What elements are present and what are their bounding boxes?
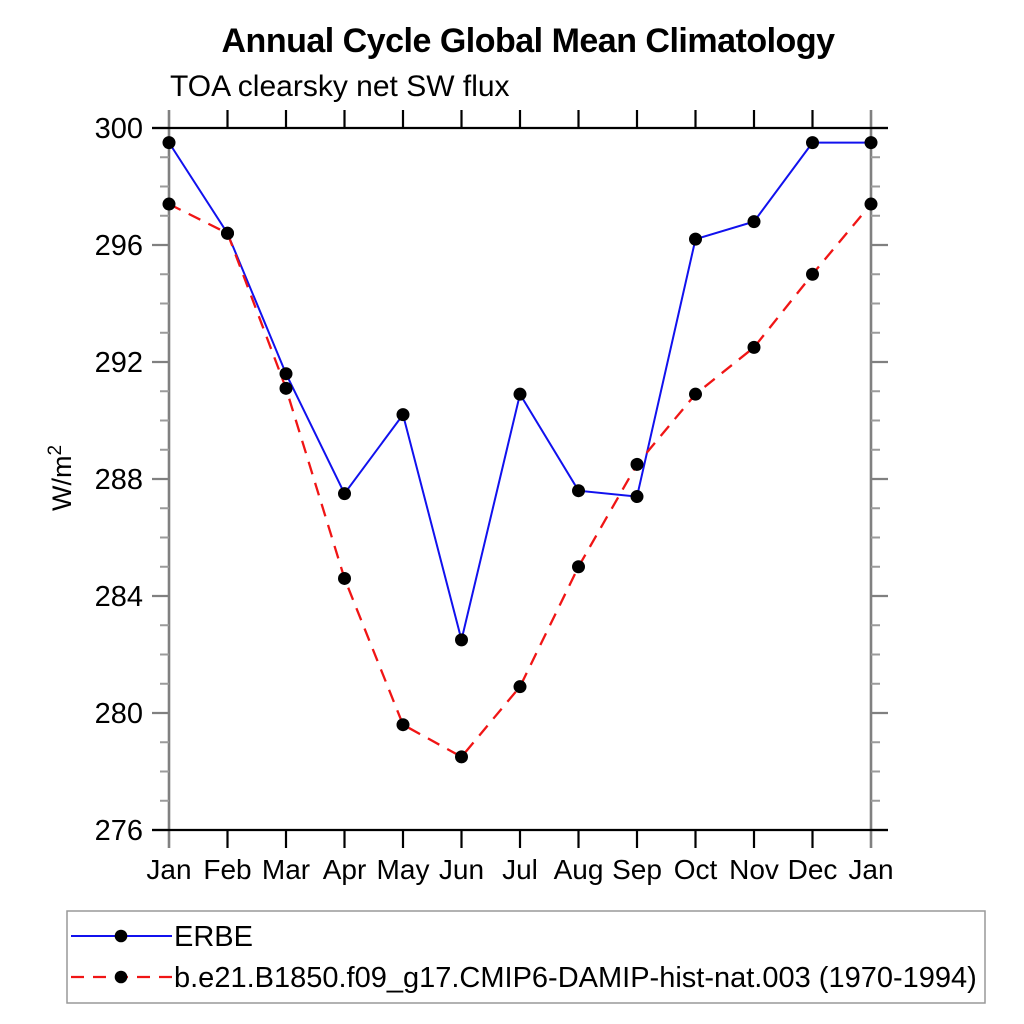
model-line	[168, 203, 872, 759]
erbe-data-point	[747, 215, 761, 229]
y-tick-label: 292	[95, 347, 143, 379]
erbe-data-point	[396, 408, 410, 422]
model-data-point	[221, 226, 234, 240]
x-tick-label: Mar	[262, 854, 310, 885]
model-data-point	[396, 718, 410, 732]
erbe-data-point	[279, 367, 293, 381]
y-tick-label: 288	[95, 464, 143, 496]
x-tick-label: Jul	[502, 854, 538, 885]
model-data-point	[279, 381, 293, 395]
model-data-point	[572, 560, 585, 574]
plot-area: 276 280 284 288 292 296 300 Jan Feb Mar Apr May Jun J…	[45, 110, 894, 885]
y-tick-label: 300	[95, 113, 143, 145]
x-tick-label: Jan	[848, 854, 893, 885]
model-data-point	[806, 267, 819, 281]
model-data-point	[455, 750, 468, 764]
erbe-data-point	[513, 387, 527, 401]
erbe-data-point	[162, 136, 176, 150]
model-data-point	[630, 457, 644, 471]
erbe-data-point	[689, 232, 702, 246]
legend-box: ERBE b.e21.B1850.f09_g17.CMIP6-DAMIP-hist…	[66, 910, 986, 1004]
model-data-point	[864, 197, 878, 211]
model-data-point	[162, 197, 176, 211]
chart-title: Annual Cycle Global Mean Climatology	[221, 22, 836, 60]
erbe-data-point	[806, 136, 819, 150]
erbe-data-point	[455, 633, 468, 647]
x-tick-label: Sep	[612, 854, 662, 885]
model-data-point	[747, 340, 761, 354]
erbe-data-point	[864, 136, 878, 150]
model-data-point	[513, 680, 527, 694]
legend-label: ERBE	[174, 921, 253, 953]
legend-sample-marker	[114, 929, 128, 943]
x-tick-label: Jun	[439, 854, 484, 885]
model-data-point	[338, 571, 351, 585]
y-tick-label: 284	[95, 581, 143, 613]
legend-frame	[66, 910, 986, 1004]
x-tick-label: Jan	[146, 854, 191, 885]
x-tick-label: May	[377, 854, 430, 885]
y-tick-label: 280	[95, 698, 143, 730]
model-data-point	[689, 387, 702, 401]
x-tick-label: Feb	[203, 854, 251, 885]
x-tick-label: Dec	[788, 854, 838, 885]
erbe-data-point	[630, 490, 644, 504]
x-tick-label: Aug	[554, 854, 604, 885]
x-tick-label: Nov	[729, 854, 779, 885]
erbe-data-point	[338, 487, 351, 501]
y-axis-title: W/m2	[45, 445, 77, 511]
erbe-data-point	[572, 484, 585, 498]
y-tick-label: 276	[95, 815, 143, 847]
legend-sample-marker	[114, 970, 128, 984]
chart-subtitle: TOA clearsky net SW flux	[170, 70, 510, 103]
y-tick-label: 296	[95, 230, 143, 262]
x-tick-label: Apr	[323, 854, 367, 885]
legend-label: b.e21.B1850.f09_g17.CMIP6-DAMIP-hist-nat…	[174, 962, 977, 994]
x-tick-label: Oct	[674, 854, 718, 885]
